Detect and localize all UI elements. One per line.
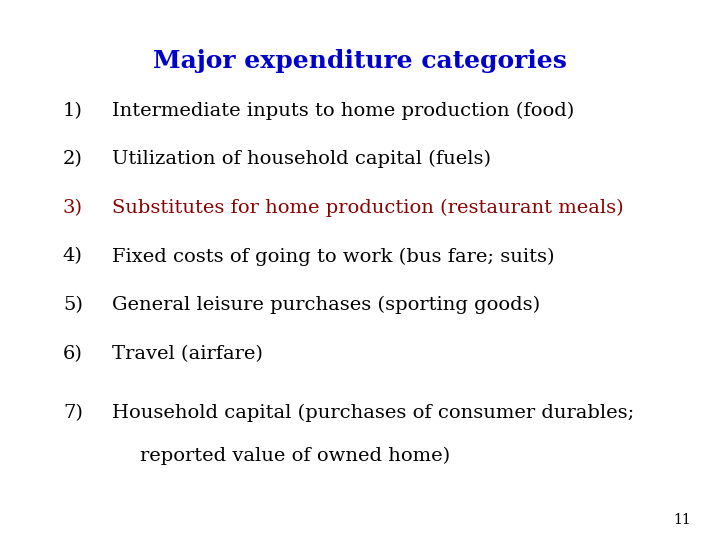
Text: 2): 2)	[63, 150, 83, 168]
Text: Household capital (purchases of consumer durables;: Household capital (purchases of consumer…	[112, 404, 634, 422]
Text: Intermediate inputs to home production (food): Intermediate inputs to home production (…	[112, 102, 574, 120]
Text: 5): 5)	[63, 296, 83, 314]
Text: 1): 1)	[63, 102, 83, 120]
Text: Fixed costs of going to work (bus fare; suits): Fixed costs of going to work (bus fare; …	[112, 247, 554, 266]
Text: 11: 11	[673, 512, 691, 526]
Text: 4): 4)	[63, 247, 83, 266]
Text: Utilization of household capital (fuels): Utilization of household capital (fuels)	[112, 150, 490, 168]
Text: Major expenditure categories: Major expenditure categories	[153, 49, 567, 72]
Text: 6): 6)	[63, 345, 83, 363]
Text: General leisure purchases (sporting goods): General leisure purchases (sporting good…	[112, 296, 540, 314]
Text: Substitutes for home production (restaurant meals): Substitutes for home production (restaur…	[112, 199, 624, 217]
Text: Travel (airfare): Travel (airfare)	[112, 345, 263, 363]
Text: 7): 7)	[63, 404, 83, 422]
Text: reported value of owned home): reported value of owned home)	[140, 447, 451, 465]
Text: 3): 3)	[63, 199, 83, 217]
